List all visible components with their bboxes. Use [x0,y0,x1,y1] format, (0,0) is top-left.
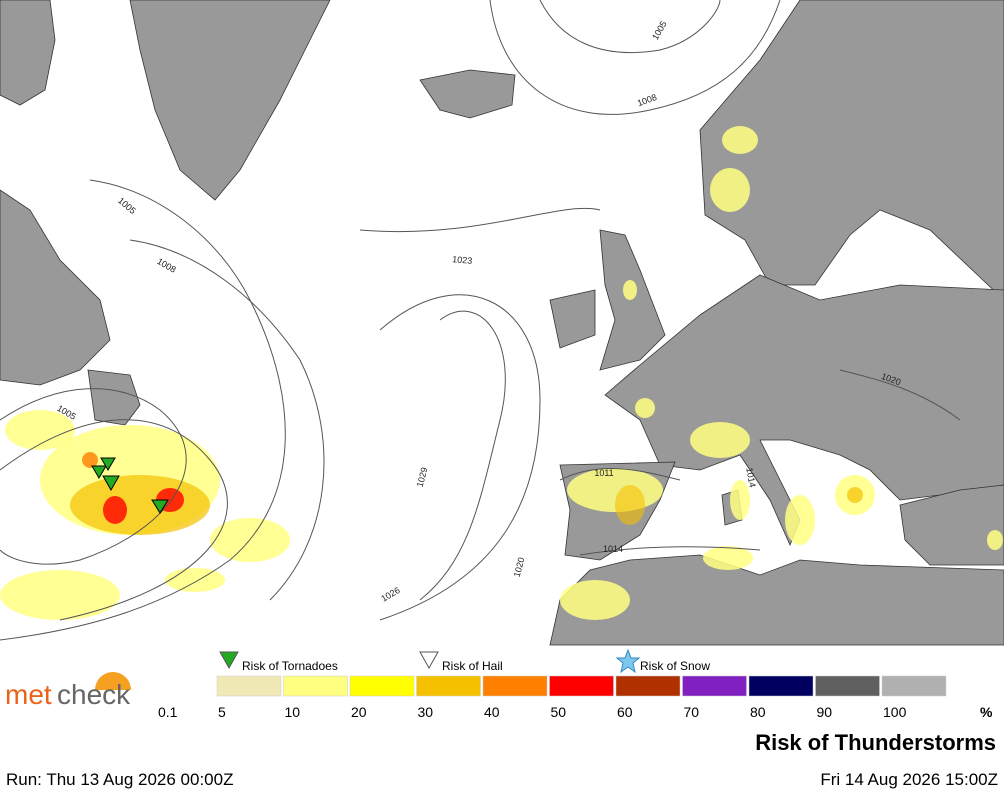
scale-label: 40 [484,704,500,720]
isobar [0,388,187,565]
isobar [579,546,761,556]
continental-europe [604,274,1004,547]
tornado-marker [91,465,107,479]
isobar [539,0,721,54]
isobar-label: 1023 [452,254,473,266]
scale-label: 100 [883,704,907,720]
risk-area [722,126,758,154]
scale-swatch [349,675,415,697]
land [0,0,1004,646]
canada-arctic [0,0,56,106]
scale-label: 70 [684,704,700,720]
tornado-marker [100,457,116,471]
scale-swatch [615,675,681,697]
risk-area [703,546,753,570]
risk-area [0,570,120,620]
great-britain [599,229,666,371]
snow-symbol [615,648,641,674]
scandinavia [699,0,1004,301]
scale-swatch [748,675,814,697]
legend-symbol-label: Risk of Hail [442,659,503,673]
scale-label: 20 [351,704,367,720]
logo-text: check [57,679,131,710]
risk-area [690,422,750,458]
logo-sun [95,672,131,690]
greenland [129,0,331,201]
legend-symbol-label: Risk of Snow [640,659,710,673]
risk-area [70,475,210,535]
scale-label: 90 [817,704,833,720]
isobars [0,0,961,641]
scale-swatch [881,675,947,697]
isobar [0,179,286,641]
isobar [379,294,541,621]
turkey [899,484,1004,566]
scale-label: 50 [551,704,567,720]
scale-unit: % [980,704,993,720]
tornado-marker [151,499,169,514]
isobar-label: 1014 [744,467,757,488]
scale-swatch [682,675,747,697]
isobar [359,207,601,233]
isobar [559,467,681,481]
scale-swatch [549,675,614,697]
north-africa [549,554,1004,646]
tornado-symbol [219,651,239,670]
risk-area [987,530,1003,550]
isobar-label: 1011 [594,468,613,478]
scale-swatch [482,675,548,697]
tornado-markers [91,457,169,514]
scale-swatch [216,675,282,697]
legend-symbol-label: Risk of Tornadoes [242,659,338,673]
scale-swatch [815,675,880,697]
scale-swatch [416,675,481,697]
isobar [0,419,228,621]
hail-symbol [419,651,439,670]
risk-area [847,487,863,503]
storm-risk-areas [0,126,1003,620]
isobar [419,310,506,601]
risk-area [103,496,127,524]
risk-area [615,485,645,525]
risk-area [567,468,663,512]
isobar-label: 1014 [603,544,623,554]
iceland [419,69,516,119]
risk-area [5,410,75,450]
scale-label: 0.1 [158,704,178,720]
scale-label: 5 [218,704,226,720]
logo: met check [5,672,131,710]
scale-label: 10 [285,704,301,720]
risk-area [623,280,637,300]
valid-time: Fri 14 Aug 2026 15:00Z [820,770,998,789]
risk-area [82,452,98,468]
logo-text: met [5,679,52,710]
scale-label: 80 [750,704,766,720]
newfoundland [87,369,141,426]
isobar [489,0,781,115]
risk-area [635,398,655,418]
map-title: Risk of Thunderstorms [755,730,996,755]
risk-area [730,480,750,520]
tornado-marker [102,475,120,492]
run-time: Run: Thu 13 Aug 2026 00:00Z [6,770,233,789]
scale-label: 30 [418,704,434,720]
labrador [0,189,111,386]
legend: Risk of Tornadoes Risk of Hail Risk of Sno… [158,648,993,720]
scale-swatch [283,675,348,697]
scale-label: 60 [617,704,633,720]
isobar [129,239,325,601]
risk-area [165,568,225,592]
risk-area [785,495,815,545]
ireland [549,289,596,349]
isobar [839,369,961,421]
risk-area [560,580,630,620]
risk-area [710,168,750,212]
